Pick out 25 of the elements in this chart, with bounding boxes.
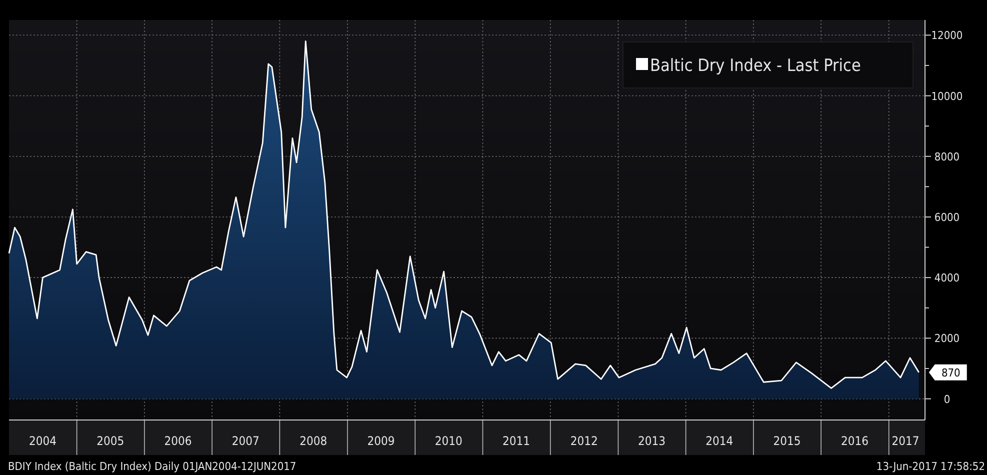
legend-label: Baltic Dry Index - Last Price: [650, 56, 861, 76]
y-tick-label: 4000: [934, 272, 960, 285]
x-tick-label: 2017: [892, 434, 920, 448]
x-tick-label: 2014: [706, 434, 734, 448]
y-tick-label: 2000: [934, 332, 960, 346]
x-tick-label: 2012: [570, 434, 598, 448]
x-tick-label: 2006: [164, 434, 192, 448]
text: 13-Jun-2017 17:58:52: [876, 460, 985, 473]
y-tick-label: 6000: [934, 210, 960, 224]
x-tick-label: 2004: [28, 434, 57, 448]
y-tick-label: 10000: [931, 90, 963, 103]
x-tick-label: 2005: [96, 434, 124, 448]
x-tick-label: 2013: [638, 434, 666, 448]
x-tick-label: 2009: [367, 434, 395, 448]
x-tick-label: 2016: [841, 434, 869, 448]
y-tick-label: 0: [944, 392, 950, 406]
y-tick-label: 12000: [931, 29, 963, 42]
x-tick-label: 2015: [773, 434, 801, 448]
text: BDIY Index (Baltic Dry Index) Daily 01JAN2004-12JUN2017: [8, 460, 296, 473]
x-tick-label: 2011: [502, 434, 530, 448]
x-tick-label: 2008: [300, 434, 328, 448]
x-tick-label: 2007: [232, 434, 260, 448]
y-tick-label: 8000: [934, 150, 960, 164]
x-tick-label: 2010: [434, 434, 463, 448]
annotation: 870: [941, 366, 960, 380]
